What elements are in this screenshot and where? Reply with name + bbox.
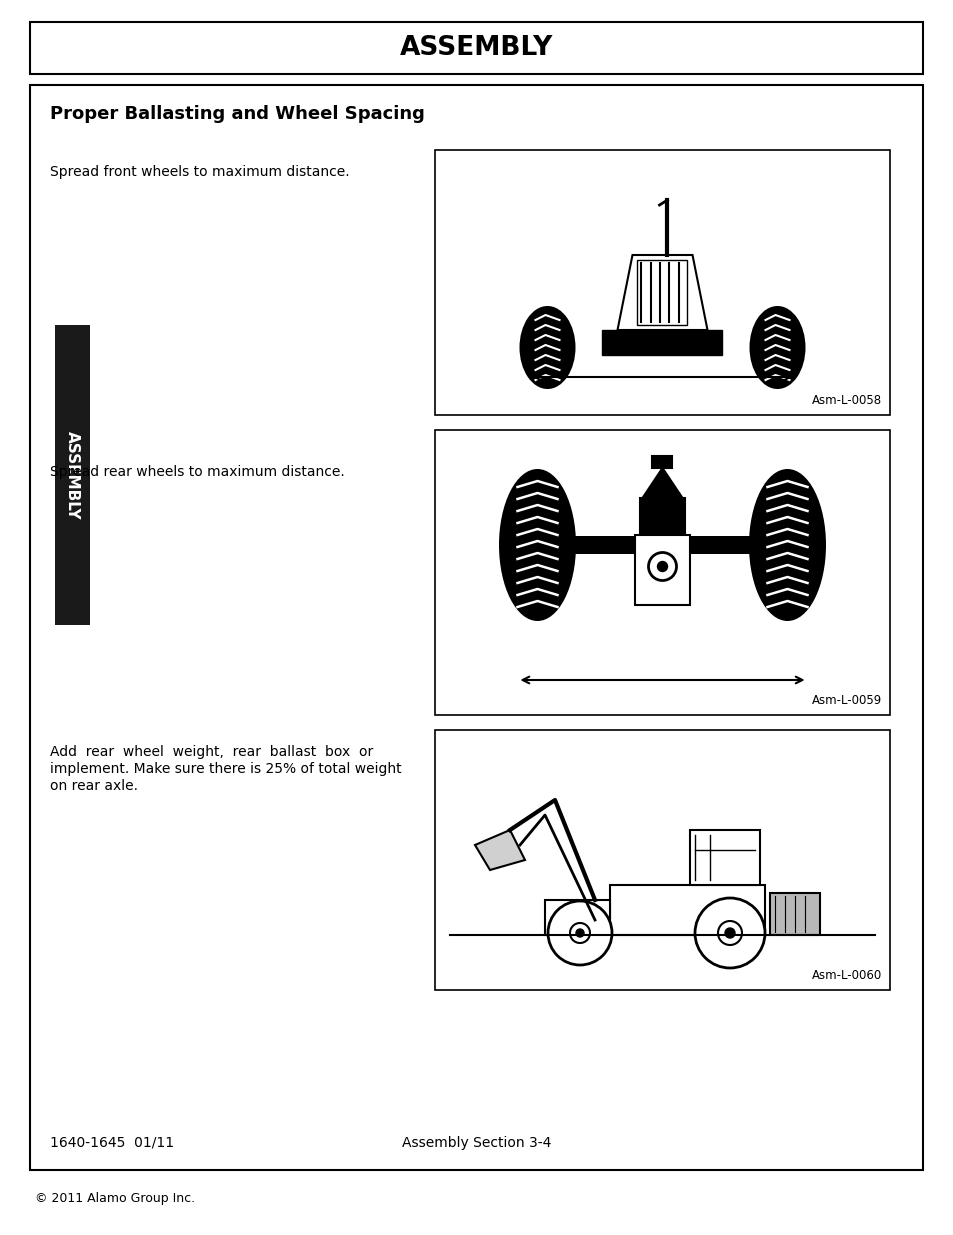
Polygon shape <box>475 830 524 869</box>
Circle shape <box>576 929 583 937</box>
Text: implement. Make sure there is 25% of total weight: implement. Make sure there is 25% of tot… <box>50 762 401 776</box>
FancyBboxPatch shape <box>55 325 90 625</box>
FancyBboxPatch shape <box>435 730 889 990</box>
Ellipse shape <box>523 310 571 385</box>
Ellipse shape <box>498 469 576 621</box>
Text: ASSEMBLY: ASSEMBLY <box>399 35 553 61</box>
Text: © 2011 Alamo Group Inc.: © 2011 Alamo Group Inc. <box>35 1192 195 1205</box>
Text: Assembly Section 3-4: Assembly Section 3-4 <box>401 1136 551 1150</box>
FancyBboxPatch shape <box>435 430 889 715</box>
Circle shape <box>724 927 734 939</box>
Polygon shape <box>641 468 681 498</box>
FancyBboxPatch shape <box>544 900 609 935</box>
Circle shape <box>718 921 741 945</box>
Ellipse shape <box>753 310 801 385</box>
FancyBboxPatch shape <box>687 536 754 555</box>
Text: Add  rear  wheel  weight,  rear  ballast  box  or: Add rear wheel weight, rear ballast box … <box>50 745 373 760</box>
FancyBboxPatch shape <box>30 85 923 1170</box>
Text: on rear axle.: on rear axle. <box>50 779 138 793</box>
Text: Proper Ballasting and Wheel Spacing: Proper Ballasting and Wheel Spacing <box>50 105 424 124</box>
Text: 1640-1645  01/11: 1640-1645 01/11 <box>50 1136 174 1150</box>
Ellipse shape <box>749 306 804 389</box>
Text: Asm-L-0060: Asm-L-0060 <box>811 969 882 982</box>
FancyBboxPatch shape <box>30 22 923 74</box>
Circle shape <box>657 562 667 572</box>
Circle shape <box>569 923 589 944</box>
FancyBboxPatch shape <box>637 261 687 325</box>
FancyBboxPatch shape <box>435 149 889 415</box>
Text: Asm-L-0059: Asm-L-0059 <box>811 694 882 706</box>
Text: Spread rear wheels to maximum distance.: Spread rear wheels to maximum distance. <box>50 466 344 479</box>
Ellipse shape <box>754 475 820 615</box>
Ellipse shape <box>519 306 575 389</box>
Circle shape <box>648 552 676 580</box>
FancyBboxPatch shape <box>689 830 760 885</box>
Ellipse shape <box>504 475 569 615</box>
FancyBboxPatch shape <box>639 498 684 534</box>
Text: Asm-L-0058: Asm-L-0058 <box>811 394 882 408</box>
FancyBboxPatch shape <box>769 893 820 935</box>
FancyBboxPatch shape <box>609 885 764 935</box>
Text: ASSEMBLY: ASSEMBLY <box>65 431 80 519</box>
Text: Spread front wheels to maximum distance.: Spread front wheels to maximum distance. <box>50 165 349 179</box>
Circle shape <box>695 898 764 968</box>
Circle shape <box>547 902 612 965</box>
Polygon shape <box>617 254 707 330</box>
FancyBboxPatch shape <box>652 456 672 468</box>
FancyBboxPatch shape <box>635 535 689 605</box>
FancyBboxPatch shape <box>602 330 721 354</box>
FancyBboxPatch shape <box>569 536 637 555</box>
Ellipse shape <box>748 469 825 621</box>
